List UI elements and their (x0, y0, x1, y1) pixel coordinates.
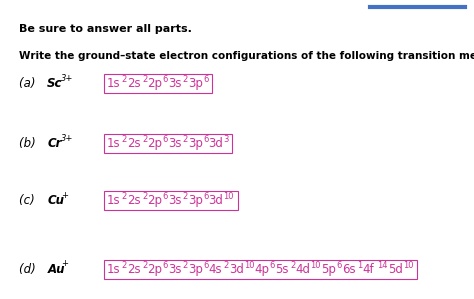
Text: 2: 2 (121, 261, 127, 270)
Text: Sc: Sc (47, 77, 63, 90)
Text: 6: 6 (270, 261, 275, 270)
Text: 5d: 5d (388, 263, 403, 276)
Text: +: + (62, 259, 68, 268)
Text: 2: 2 (142, 75, 147, 84)
Text: 2: 2 (142, 192, 147, 201)
Text: Cr: Cr (47, 137, 62, 150)
Text: 1s: 1s (107, 137, 120, 150)
Text: 3p: 3p (188, 263, 203, 276)
Text: 2s: 2s (127, 77, 141, 91)
Text: 6: 6 (162, 75, 168, 84)
Text: 2: 2 (121, 75, 127, 84)
Text: 1s: 1s (107, 77, 120, 91)
Text: 3+: 3+ (62, 134, 74, 143)
Text: 3: 3 (223, 135, 229, 144)
Text: 2: 2 (182, 261, 188, 270)
Text: Be sure to answer all parts.: Be sure to answer all parts. (19, 24, 192, 34)
FancyBboxPatch shape (104, 134, 232, 153)
FancyBboxPatch shape (104, 191, 238, 210)
Text: 2p: 2p (147, 263, 163, 276)
FancyBboxPatch shape (104, 74, 212, 93)
Text: 14: 14 (377, 261, 388, 270)
Text: (c): (c) (19, 194, 38, 207)
Text: 2: 2 (182, 135, 188, 144)
Text: 3d: 3d (209, 194, 223, 207)
Text: 2s: 2s (127, 194, 141, 207)
Text: 10: 10 (244, 261, 254, 270)
Text: 2: 2 (121, 135, 127, 144)
Text: 6: 6 (162, 261, 168, 270)
Text: 3s: 3s (168, 263, 181, 276)
Text: 2p: 2p (147, 137, 163, 150)
Text: 2p: 2p (147, 194, 163, 207)
Text: 2: 2 (142, 261, 147, 270)
Text: 6: 6 (203, 192, 209, 201)
Text: 3s: 3s (168, 194, 181, 207)
Text: 3+: 3+ (62, 74, 74, 83)
Text: 3s: 3s (168, 77, 181, 91)
Text: 3p: 3p (188, 77, 203, 91)
Text: +: + (62, 190, 68, 199)
FancyBboxPatch shape (104, 260, 417, 279)
Text: 3p: 3p (188, 194, 203, 207)
Text: 6: 6 (162, 135, 168, 144)
Text: 2: 2 (121, 192, 127, 201)
Text: 3d: 3d (209, 137, 223, 150)
Text: 2: 2 (290, 261, 295, 270)
Text: 3s: 3s (168, 137, 181, 150)
Text: 2: 2 (142, 135, 147, 144)
Text: 2: 2 (182, 75, 188, 84)
Text: (a): (a) (19, 77, 39, 90)
Text: 10: 10 (223, 192, 234, 201)
Text: 3d: 3d (229, 263, 244, 276)
Text: Cu: Cu (47, 194, 64, 207)
Text: Au: Au (47, 263, 65, 276)
Text: 3p: 3p (188, 137, 203, 150)
Text: (b): (b) (19, 137, 39, 150)
Text: 1s: 1s (107, 263, 120, 276)
Text: 1s: 1s (107, 194, 120, 207)
Text: 4p: 4p (255, 263, 270, 276)
Text: 6: 6 (203, 135, 209, 144)
Text: 10: 10 (310, 261, 321, 270)
Text: 4d: 4d (295, 263, 310, 276)
Text: Write the ground–state electron configurations of the following transition metal: Write the ground–state electron configur… (19, 51, 474, 61)
Text: 6s: 6s (342, 263, 356, 276)
Text: 1: 1 (356, 261, 362, 270)
Text: (d): (d) (19, 263, 39, 276)
Text: 5p: 5p (321, 263, 336, 276)
Text: 10: 10 (403, 261, 413, 270)
Text: 4f: 4f (362, 263, 374, 276)
Text: 6: 6 (203, 75, 209, 84)
Text: 6: 6 (203, 261, 209, 270)
Text: 2: 2 (223, 261, 228, 270)
Text: 2p: 2p (147, 77, 163, 91)
Text: 5s: 5s (275, 263, 289, 276)
Text: 4s: 4s (209, 263, 222, 276)
Text: 6: 6 (162, 192, 168, 201)
Text: 2s: 2s (127, 137, 141, 150)
Text: 6: 6 (336, 261, 342, 270)
Text: 2s: 2s (127, 263, 141, 276)
Text: 2: 2 (182, 192, 188, 201)
